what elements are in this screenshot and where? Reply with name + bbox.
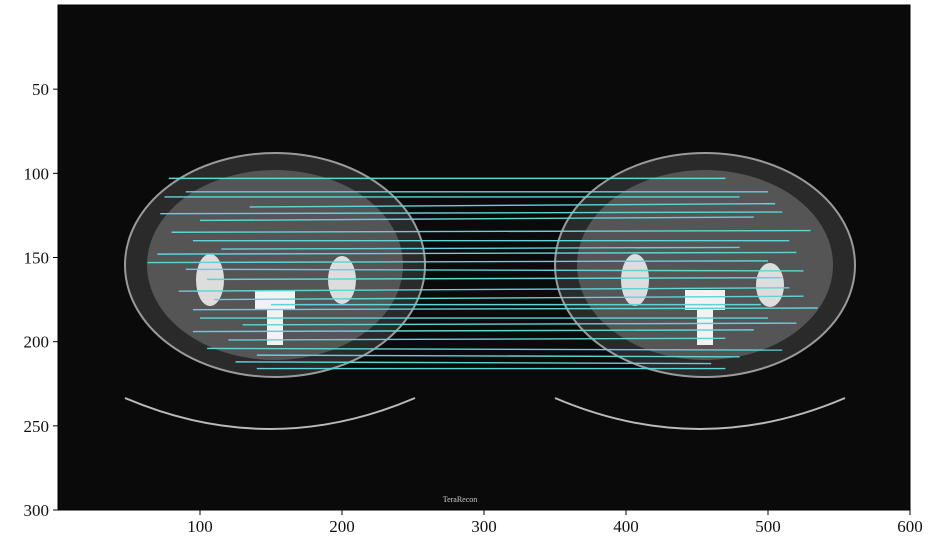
kidney [621,254,649,306]
match-line [147,260,769,264]
y-tick-label: 300 [24,501,50,520]
match-line [242,322,797,326]
match-line [192,329,754,333]
organs-left [147,170,403,360]
match-line [214,295,804,301]
x-tick-label: 300 [471,517,497,536]
x-tick-label: 200 [329,517,355,536]
y-tick-label: 200 [24,333,50,352]
table-right [554,397,846,430]
x-tick-label: 100 [187,517,213,536]
match-line [256,354,740,358]
y-tick-label: 50 [32,80,49,99]
match-line [207,347,783,351]
kidney [756,263,784,307]
match-line [199,216,754,222]
table-left [124,397,416,430]
x-tick-label: 400 [613,517,639,536]
y-tick-label: 100 [24,164,50,183]
match-line [178,287,790,292]
x-tick-label: 600 [897,517,923,536]
match-line [221,246,740,250]
match-line [171,229,811,233]
match-line [249,202,776,208]
y-tick-label: 150 [24,249,50,268]
match-line [207,277,783,281]
y-tick-label: 250 [24,417,50,436]
match-line [185,268,804,272]
x-tick-label: 500 [755,517,781,536]
match-line [192,307,818,311]
match-line [160,211,783,215]
kidney [328,256,356,304]
match-line [235,361,712,365]
match-line [228,337,726,341]
match-line [157,251,797,255]
watermark: TeraRecon [443,495,478,504]
